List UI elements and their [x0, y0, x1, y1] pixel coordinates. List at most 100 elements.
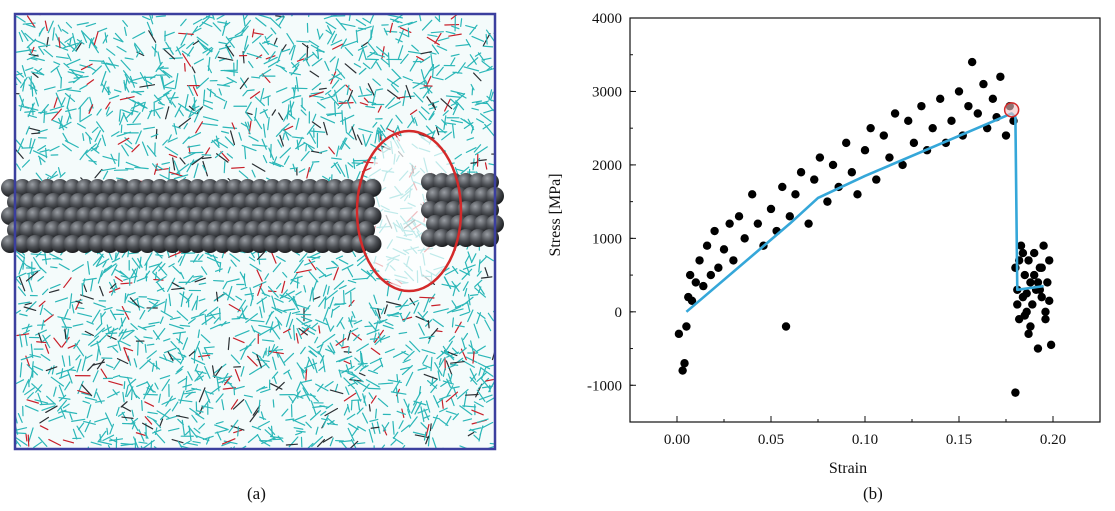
bond	[192, 40, 200, 46]
bond	[82, 133, 85, 142]
bond	[63, 308, 69, 321]
chart-axes: 0.00 0.05 0.10 0.15 0.20-1000010002000300040…	[587, 11, 1101, 448]
bond	[98, 440, 113, 446]
bond	[68, 369, 77, 372]
bond	[128, 292, 136, 296]
bond	[231, 166, 245, 169]
bond	[131, 409, 135, 417]
bond	[474, 279, 483, 288]
data-point	[714, 263, 723, 272]
bond	[123, 347, 130, 362]
bond	[35, 39, 46, 45]
bond	[267, 286, 279, 298]
bond	[335, 145, 340, 157]
bond	[51, 170, 58, 177]
bond	[215, 421, 224, 425]
bond	[169, 316, 181, 320]
bond	[434, 362, 443, 376]
bond	[446, 305, 462, 314]
atom-sphere	[119, 193, 138, 211]
bond	[285, 312, 292, 328]
bond	[38, 156, 42, 166]
bond	[183, 122, 188, 130]
bond	[409, 340, 421, 353]
bond	[303, 141, 315, 149]
bond	[413, 302, 420, 314]
bond	[397, 28, 405, 44]
bond	[333, 267, 339, 281]
bond	[18, 260, 25, 275]
bond	[32, 72, 39, 78]
bond	[30, 71, 45, 76]
bond	[43, 307, 53, 316]
bond	[196, 77, 209, 89]
bond	[478, 159, 487, 162]
bond	[452, 413, 460, 421]
bond	[259, 356, 270, 369]
bond	[468, 427, 482, 432]
bond	[407, 403, 410, 411]
bond	[325, 21, 337, 30]
bond	[267, 346, 271, 355]
bond	[296, 269, 312, 274]
atom-sphere	[338, 235, 357, 253]
bond	[238, 170, 249, 179]
bond	[362, 62, 371, 70]
bond	[470, 253, 477, 264]
data-point	[1018, 248, 1028, 258]
bond	[387, 379, 402, 384]
bond	[146, 415, 158, 422]
bond	[188, 350, 195, 357]
data-point	[879, 131, 888, 140]
bond	[387, 89, 401, 100]
bond	[187, 85, 194, 96]
bond	[316, 46, 320, 59]
bond	[427, 320, 430, 329]
bond	[101, 134, 107, 147]
bond	[155, 61, 163, 72]
bond	[342, 140, 351, 150]
bond	[195, 121, 204, 134]
bond	[91, 309, 101, 323]
bond	[181, 419, 185, 436]
bond	[198, 282, 207, 285]
bond	[58, 396, 71, 400]
bond	[135, 130, 142, 145]
bond	[311, 436, 324, 448]
bond	[451, 300, 457, 308]
bond	[271, 295, 277, 311]
bond	[277, 48, 283, 63]
data-point	[1033, 278, 1043, 287]
bond	[452, 103, 459, 116]
bond	[53, 96, 59, 109]
bond	[279, 134, 284, 147]
bond	[391, 77, 401, 85]
bond	[344, 287, 356, 295]
bond	[204, 147, 211, 156]
bond	[293, 427, 304, 430]
atom-sphere	[144, 221, 163, 239]
bond	[123, 347, 134, 352]
bond	[107, 344, 118, 349]
bond	[305, 368, 308, 381]
bond	[293, 64, 300, 72]
bond	[45, 405, 58, 414]
bond	[86, 320, 94, 325]
bond	[58, 384, 65, 398]
bond	[168, 251, 182, 258]
bond	[426, 36, 440, 46]
bond	[192, 27, 202, 33]
bond	[481, 367, 494, 377]
bond	[267, 117, 270, 131]
data-point	[909, 138, 919, 148]
bond	[168, 171, 184, 177]
bond	[163, 48, 176, 60]
atom-sphere	[113, 207, 132, 225]
atom-sphere	[26, 179, 44, 197]
bond	[90, 278, 94, 292]
bond	[377, 397, 389, 408]
data-point	[796, 168, 806, 177]
bond	[161, 75, 165, 90]
bond	[347, 346, 350, 355]
bond	[442, 110, 449, 116]
